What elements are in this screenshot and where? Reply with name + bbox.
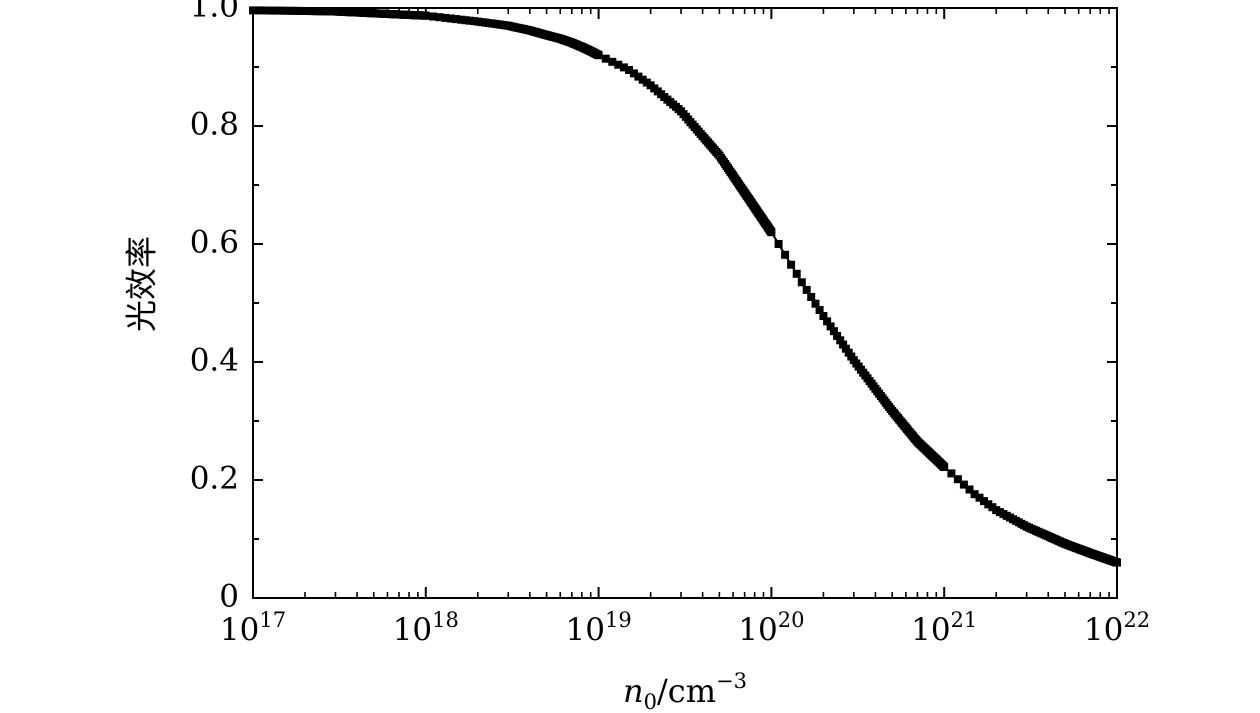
x-axis-ticks: 1017 1018 1019 1020 1021 1022 (220, 8, 1150, 648)
x-axis-title-subscript: 0 (644, 690, 657, 713)
data-point (268, 6, 277, 15)
y-tick-label: 0.2 (190, 461, 239, 497)
data-point (829, 327, 838, 336)
data-point (634, 72, 643, 81)
data-point (441, 13, 450, 22)
data-point (792, 269, 801, 278)
data-point (823, 317, 832, 326)
data-point (461, 16, 470, 25)
plot-frame (252, 7, 1118, 599)
data-point (465, 16, 474, 25)
data-point (947, 469, 956, 478)
data-point (836, 336, 845, 345)
data-point (953, 475, 962, 484)
y-tick-label: 0.8 (190, 107, 239, 143)
data-point (435, 13, 444, 22)
series-0-line (253, 9, 1118, 564)
data-point (288, 6, 297, 15)
y-tick-label: 0.4 (190, 343, 239, 379)
x-tick-label: 1017 (220, 608, 286, 648)
data-point (970, 490, 979, 499)
data-point (940, 463, 949, 471)
data-point (807, 293, 816, 301)
data-point (811, 299, 820, 308)
y-axis-ticks: 0 0.2 0.4 0.6 0.8 1.0 (190, 0, 1117, 615)
data-point (984, 500, 993, 509)
data-point (601, 54, 610, 63)
x-tick-label: 1018 (393, 608, 459, 648)
data-point (629, 69, 638, 78)
data-point (819, 312, 828, 320)
data-point (429, 12, 437, 21)
y-tick-label: 0.6 (190, 225, 239, 261)
data-point (284, 6, 293, 15)
data-point (774, 240, 783, 248)
data-point (447, 14, 456, 23)
x-axis-title-unit: /cm (657, 672, 716, 710)
data-point (781, 250, 790, 259)
data-point (594, 51, 603, 60)
data-point (625, 66, 633, 74)
series-layer (249, 6, 1121, 567)
x-tick-label: 1021 (911, 608, 977, 648)
data-point (619, 63, 628, 72)
data-point (965, 485, 974, 494)
x-tick-label: 1022 (1084, 608, 1150, 648)
y-axis-title: 光效率 (123, 236, 161, 332)
data-point (797, 278, 806, 287)
data-point (767, 228, 776, 237)
data-point (975, 493, 984, 502)
data-point (279, 6, 288, 15)
y-tick-label: 0 (219, 579, 239, 615)
x-tick-label: 1019 (566, 608, 632, 648)
x-axis-title-var: n (623, 672, 644, 710)
data-point (802, 285, 811, 294)
data-point (421, 11, 430, 20)
x-axis-title: n0/cm−3 (623, 669, 747, 713)
x-axis-title-exponent: −3 (716, 669, 747, 693)
data-point (959, 480, 968, 489)
data-point (293, 6, 302, 15)
data-point (274, 6, 283, 15)
data-point (815, 306, 824, 314)
data-point (608, 57, 617, 66)
x-tick-label: 1020 (738, 608, 804, 648)
y-tick-label: 1.0 (190, 0, 239, 25)
data-point (457, 15, 466, 24)
data-point (787, 260, 796, 269)
data-point (452, 15, 461, 24)
data-point (833, 331, 842, 340)
data-point (826, 322, 835, 331)
data-point (614, 60, 623, 69)
data-point (980, 497, 988, 506)
data-point (839, 340, 848, 349)
data-point (262, 6, 271, 15)
data-point (256, 6, 265, 15)
data-point (638, 75, 647, 84)
